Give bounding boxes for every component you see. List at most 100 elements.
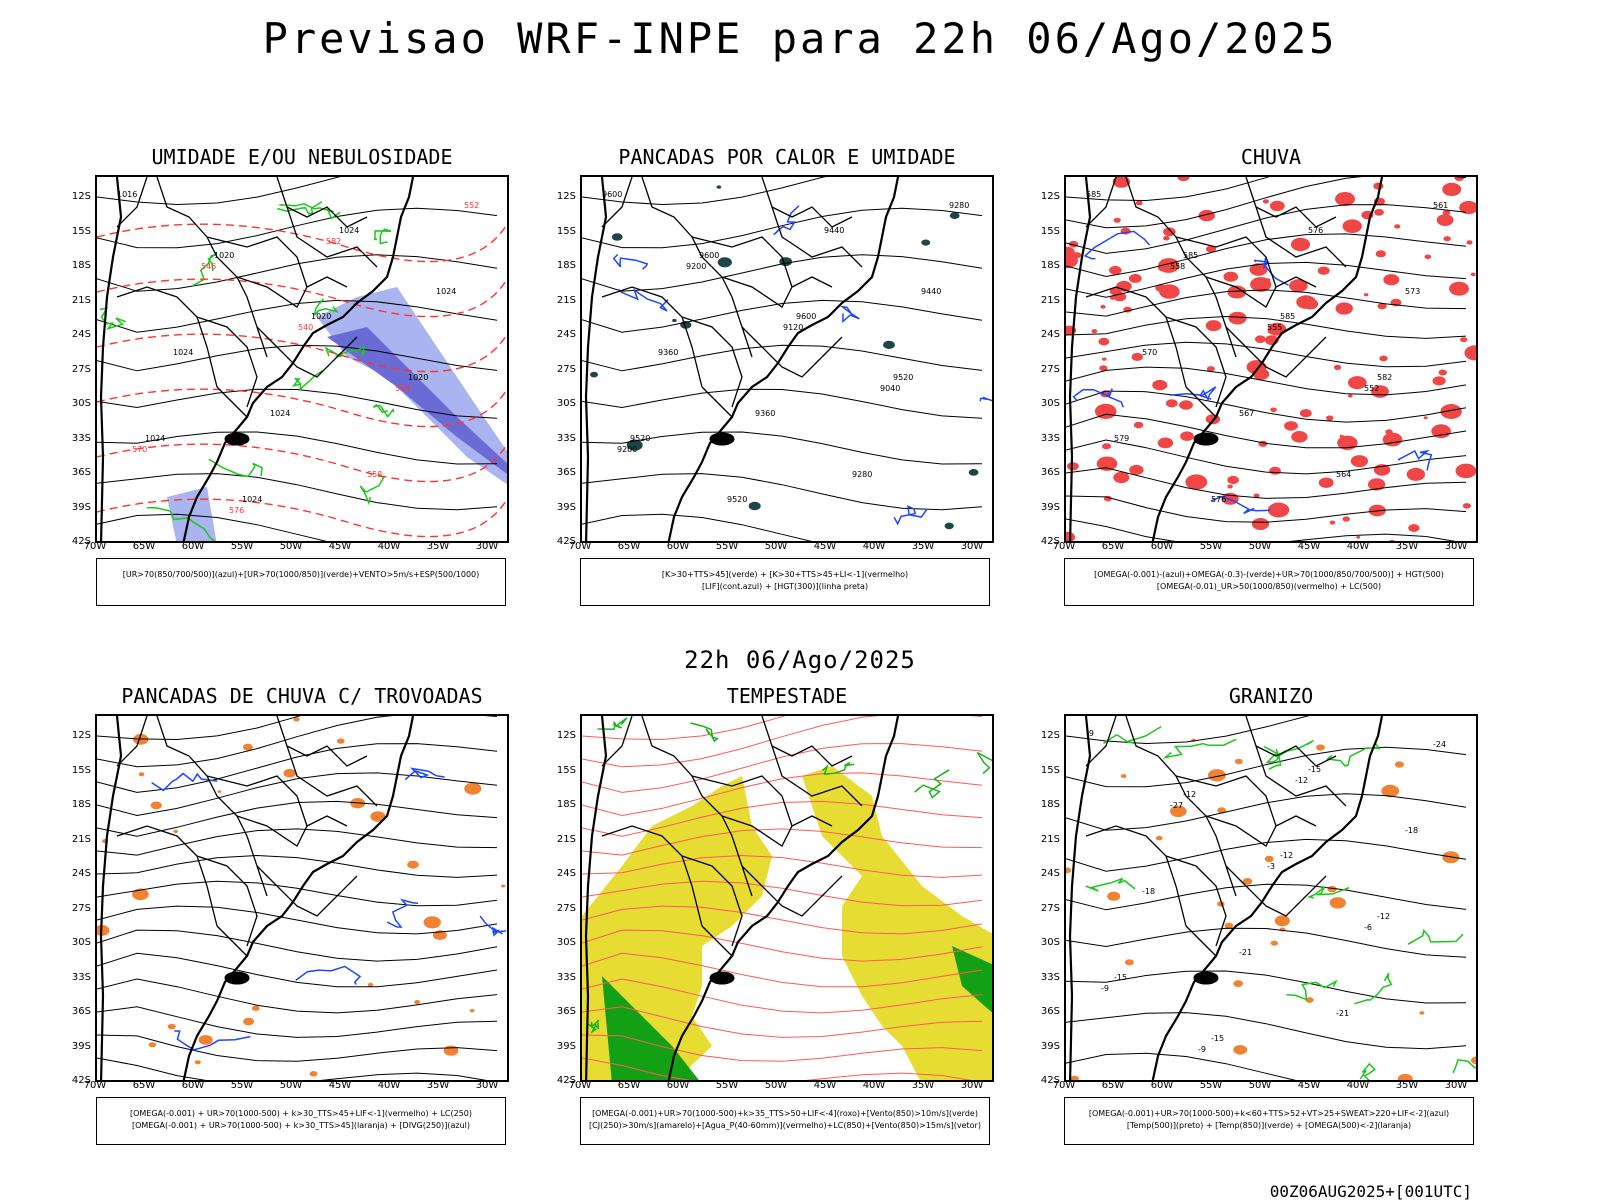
contour-label: 9200 bbox=[686, 262, 706, 271]
lon-tick-label: 30W bbox=[960, 541, 984, 552]
contour-label: -9 bbox=[1101, 984, 1109, 993]
lat-tick-label: 30S bbox=[1040, 937, 1060, 948]
lat-tick-label: 12S bbox=[556, 191, 576, 202]
contour-label: 561 bbox=[1433, 201, 1448, 210]
lat-tick-label: 24S bbox=[556, 329, 576, 340]
lon-tick-label: 70W bbox=[568, 1080, 592, 1091]
lat-tick-label: 21S bbox=[71, 833, 91, 845]
map-tempestade[interactable] bbox=[580, 714, 994, 1082]
contour-label: 9600 bbox=[796, 312, 816, 321]
contour-label: 546 bbox=[201, 262, 216, 271]
map-pancadas_calor[interactable]: 9600 9600 9600 9520 9520 9520 9440 9440 9360 9360… bbox=[580, 175, 994, 543]
lat-tick-label: 27S bbox=[556, 363, 576, 375]
contour-label: 1024 bbox=[339, 226, 359, 235]
lat-tick-label: 27S bbox=[71, 363, 91, 375]
lat-tick-label: 24S bbox=[556, 868, 576, 879]
contour-label: -15 bbox=[1308, 765, 1321, 774]
lat-tick-label: 18S bbox=[1040, 799, 1060, 810]
contour-label: 576 bbox=[1308, 226, 1323, 235]
contour-label: -24 bbox=[1433, 740, 1446, 749]
lat-tick-label: 21S bbox=[556, 294, 576, 306]
lat-tick-label: 24S bbox=[71, 868, 91, 879]
geography-granizo bbox=[1068, 716, 1384, 1080]
map-trovoadas[interactable] bbox=[95, 714, 509, 1082]
contour-label: 573 bbox=[1405, 287, 1420, 296]
contour-label: -21 bbox=[1239, 948, 1252, 957]
legend-line: [OMEGA(-0.001)+UR>70(1000-500)+k<60+TTS>… bbox=[1088, 1109, 1450, 1118]
contour-label: 564 bbox=[1336, 470, 1351, 479]
lat-tick-label: 39S bbox=[1040, 501, 1060, 513]
lat-tick-label: 21S bbox=[556, 833, 576, 845]
contour-label: 1024 bbox=[242, 495, 262, 504]
contour-label: -18 bbox=[1405, 826, 1418, 835]
contour-label: 585 bbox=[1183, 251, 1198, 260]
contour-label: 564 bbox=[395, 384, 410, 393]
lon-tick-label: 70W bbox=[83, 1080, 107, 1091]
panel-title-pancadas_calor: PANCADAS POR CALOR E UMIDADE bbox=[618, 145, 956, 169]
lat-tick-label: 21S bbox=[1040, 294, 1060, 306]
lon-tick-label: 30W bbox=[475, 1080, 499, 1091]
contour-label: 9280 bbox=[949, 201, 969, 210]
lat-tick-label: 42S bbox=[1040, 536, 1060, 547]
map-umidade[interactable]: 1016 1020 1020 1020 1024 1024 1024 1024 1024 1024… bbox=[95, 175, 509, 543]
lat-tick-label: 39S bbox=[556, 501, 576, 513]
field-fill-pancadas_calor bbox=[590, 185, 979, 530]
map-granizo[interactable]: -9 -12 -12 -12 -15 -15 -15 -18 -18 -21 -21 -24 -27 -3… bbox=[1064, 714, 1478, 1082]
contour-label: 1020 bbox=[311, 312, 331, 321]
contour-label: -12 bbox=[1295, 776, 1308, 785]
lat-tick-label: 42S bbox=[556, 1075, 576, 1086]
lat-tick-label: 33S bbox=[556, 971, 576, 983]
lat-tick-label: 15S bbox=[1040, 225, 1060, 237]
lon-tick-label: 50W bbox=[279, 541, 303, 552]
contour-label: -12 bbox=[1377, 912, 1390, 921]
panel-title-umidade: UMIDADE E/OU NEBULOSIDADE bbox=[151, 145, 453, 169]
lat-tick-label: 27S bbox=[71, 902, 91, 914]
lon-tick-label: 35W bbox=[426, 1080, 450, 1091]
lat-tick-label: 27S bbox=[556, 902, 576, 914]
panel-title-chuva: CHUVA bbox=[1240, 145, 1302, 169]
lat-tick-label: 18S bbox=[556, 799, 576, 810]
lat-tick-label: 42S bbox=[71, 536, 91, 547]
lon-tick-label: 60W bbox=[666, 1080, 690, 1091]
lon-tick-label: 45W bbox=[813, 541, 837, 552]
contour-label: 9360 bbox=[755, 409, 775, 418]
lat-tick-label: 42S bbox=[1040, 1075, 1060, 1086]
panel-title-tempestade: TEMPESTADE bbox=[726, 684, 848, 708]
lat-tick-label: 36S bbox=[556, 467, 576, 478]
contour-label: 552 bbox=[464, 201, 479, 210]
lon-tick-label: 60W bbox=[181, 1080, 205, 1091]
contour-label: 576 bbox=[229, 506, 244, 515]
map-canvas-chuva: 585 585 585 582 579 576 576 573 570 567 564 561 558 5… bbox=[1066, 177, 1476, 541]
contour-label: 570 bbox=[1142, 348, 1157, 357]
lon-tick-label: 55W bbox=[715, 541, 739, 552]
contour-label: -15 bbox=[1114, 973, 1127, 982]
legend-line: [Temp(500)](preto) + [Temp(850)](verde) … bbox=[1126, 1121, 1412, 1130]
contour-labels-pancadas_calor: 9600 9600 9600 9520 9520 9520 9440 9440 9360 9360… bbox=[602, 190, 969, 504]
lat-tick-label: 12S bbox=[1040, 730, 1060, 741]
lat-tick-label: 39S bbox=[1040, 1040, 1060, 1052]
contour-label: -6 bbox=[1364, 923, 1372, 932]
map-canvas-granizo: -9-12-12-12-15-15-15-18-18-21-21-24-27-3… bbox=[1066, 716, 1476, 1080]
field-fill-chuva bbox=[1066, 177, 1476, 541]
contour-lines-tempestade bbox=[582, 716, 992, 1080]
lon-tick-label: 40W bbox=[862, 541, 886, 552]
contour-lines-pancadas_calor bbox=[582, 177, 992, 541]
map-chuva[interactable]: 585 585 585 582 579 576 576 573 570 567 564 561 558 5… bbox=[1064, 175, 1478, 543]
lat-tick-label: 42S bbox=[71, 1075, 91, 1086]
field-fill-granizo bbox=[1066, 738, 1476, 1080]
map-canvas-umidade: 1016 1020 1020 1020 1024 1024 1024 1024 1024 1024… bbox=[97, 177, 507, 541]
panel-title-granizo: GRANIZO bbox=[1228, 684, 1314, 708]
lat-tick-label: 33S bbox=[1040, 971, 1060, 983]
legend-line: [CJ(250)>30m/s](amarelo)+[Agua_P(40-60mm… bbox=[589, 1121, 981, 1130]
lon-tick-label: 30W bbox=[1444, 541, 1468, 552]
contour-label: 1024 bbox=[270, 409, 290, 418]
lon-tick-label: 45W bbox=[328, 541, 352, 552]
lon-tick-label: 35W bbox=[426, 541, 450, 552]
contour-label: -21 bbox=[1336, 1009, 1349, 1018]
lat-tick-label: 18S bbox=[1040, 260, 1060, 271]
contour-label: 1024 bbox=[173, 348, 193, 357]
lat-tick-label: 36S bbox=[1040, 1006, 1060, 1017]
contour-label: 9520 bbox=[893, 373, 913, 382]
geography-trovoadas bbox=[99, 716, 415, 1080]
lon-tick-label: 70W bbox=[1052, 541, 1076, 552]
